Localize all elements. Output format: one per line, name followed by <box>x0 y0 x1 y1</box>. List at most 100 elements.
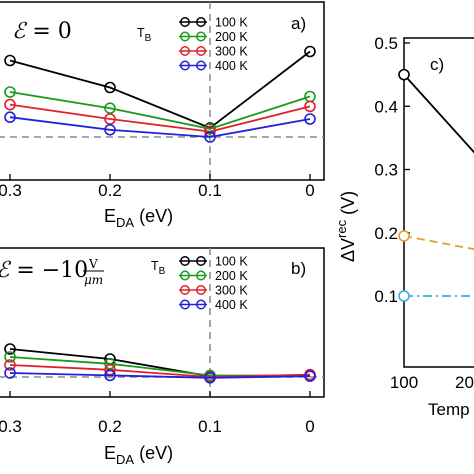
panel-a-annotation: ℰ = 0 <box>12 19 72 44</box>
panel-b-plot-frame <box>0 247 325 398</box>
series-line <box>9 91 311 130</box>
series-line <box>9 364 311 378</box>
data-point <box>4 343 16 355</box>
data-point <box>104 124 116 136</box>
series-line <box>9 103 311 133</box>
legend-marker <box>196 285 206 295</box>
data-point <box>4 86 16 98</box>
y-tick-label: 0.3 <box>374 161 398 180</box>
series-line <box>9 372 311 379</box>
legend-marker <box>180 285 190 295</box>
panel-c-y-axis-label: ΔVrec (V) <box>334 191 358 262</box>
data-point <box>204 371 216 384</box>
panel-a-plot-frame <box>0 1 325 181</box>
data-point <box>398 290 410 302</box>
panel-c-series <box>398 68 474 302</box>
data-point <box>398 68 410 81</box>
legend-label: 200 K <box>215 269 248 283</box>
svg-text:μm: μm <box>84 273 103 287</box>
panel-a-series <box>4 45 316 143</box>
svg-text:V: V <box>88 257 98 271</box>
legend-label: 300 K <box>215 45 248 59</box>
legend-marker <box>196 31 206 42</box>
panel-b-series <box>4 343 316 384</box>
legend-marker <box>196 299 206 310</box>
legend-marker <box>180 270 190 281</box>
legend-label: 400 K <box>215 59 248 73</box>
panel-a-x-axis-label: EDA (eV) <box>104 206 173 230</box>
legend-marker <box>180 31 190 42</box>
panel-c: 0.1 0.2 0.3 0.4 0.5 100 20 c) ΔVrec (V) Temp <box>334 34 474 419</box>
legend-label: 400 K <box>215 298 248 312</box>
series-line <box>403 74 474 154</box>
series-line <box>9 348 311 378</box>
data-point <box>304 100 316 113</box>
legend-marker <box>180 256 190 266</box>
legend-label: 100 K <box>215 16 248 30</box>
data-point <box>304 370 316 383</box>
panel-a-legend-title: TB <box>137 26 152 44</box>
legend-marker <box>180 46 190 56</box>
data-point <box>104 113 116 125</box>
data-point <box>4 54 16 67</box>
legend-label: 100 K <box>215 255 248 269</box>
data-point <box>104 369 116 382</box>
panel-b-label: b) <box>291 259 306 278</box>
x-tick-label: 0.1 <box>198 417 222 436</box>
data-point <box>4 98 16 111</box>
x-tick-label: 0.3 <box>0 181 22 200</box>
panel-c-ticks: 0.1 0.2 0.3 0.4 0.5 100 20 <box>374 34 474 392</box>
panel-c-label: c) <box>430 55 444 74</box>
y-tick-label: 0.4 <box>374 97 398 116</box>
x-tick-label: 0 <box>305 417 314 436</box>
data-point <box>104 81 116 94</box>
data-point <box>4 359 16 371</box>
legend-marker <box>196 256 206 266</box>
data-point <box>398 230 410 242</box>
panel-b-x-ticks: 0.3 0.2 0.1 0 <box>0 391 315 436</box>
data-point <box>104 102 116 114</box>
x-tick-label: 0.2 <box>98 417 122 436</box>
series-line <box>403 235 474 251</box>
svg-text:ℰ = −10: ℰ = −10 <box>0 258 88 283</box>
panel-c-plot-frame <box>403 37 474 368</box>
x-tick-label: 100 <box>390 373 418 392</box>
data-point <box>304 113 316 125</box>
data-point <box>4 367 16 379</box>
x-tick-label: 0.3 <box>0 417 22 436</box>
legend-marker <box>180 17 190 27</box>
legend-marker <box>196 60 206 71</box>
x-tick-label: 0.2 <box>98 181 122 200</box>
y-tick-label: 0.1 <box>374 287 398 306</box>
x-tick-label: 20 <box>455 373 474 392</box>
legend-marker <box>180 60 190 71</box>
y-tick-label: 0.2 <box>374 224 398 243</box>
x-tick-label: 0.1 <box>198 181 222 200</box>
legend-marker <box>180 299 190 310</box>
series-line <box>9 50 311 130</box>
legend-label: 200 K <box>215 30 248 44</box>
panel-a-x-ticks: 0.3 0.2 0.1 0 <box>0 174 315 200</box>
x-tick-label: 0 <box>305 181 314 200</box>
data-point <box>4 111 16 123</box>
legend-label: 300 K <box>215 284 248 298</box>
panel-b-annotation: ℰ = −10 V μm <box>0 257 104 287</box>
panel-a-label: a) <box>291 14 306 33</box>
series-line <box>9 116 311 138</box>
panel-c-x-axis-label: Temp <box>428 400 470 419</box>
legend-marker <box>196 46 206 56</box>
panel-b-legend-title: TB <box>151 259 166 277</box>
y-tick-label: 0.5 <box>374 34 398 53</box>
panel-b-x-axis-label: EDA (eV) <box>104 443 173 467</box>
data-point <box>204 131 216 143</box>
legend-marker <box>196 270 206 281</box>
legend-marker <box>196 17 206 27</box>
data-point <box>304 45 316 58</box>
data-point <box>104 357 116 370</box>
data-point <box>4 351 16 363</box>
